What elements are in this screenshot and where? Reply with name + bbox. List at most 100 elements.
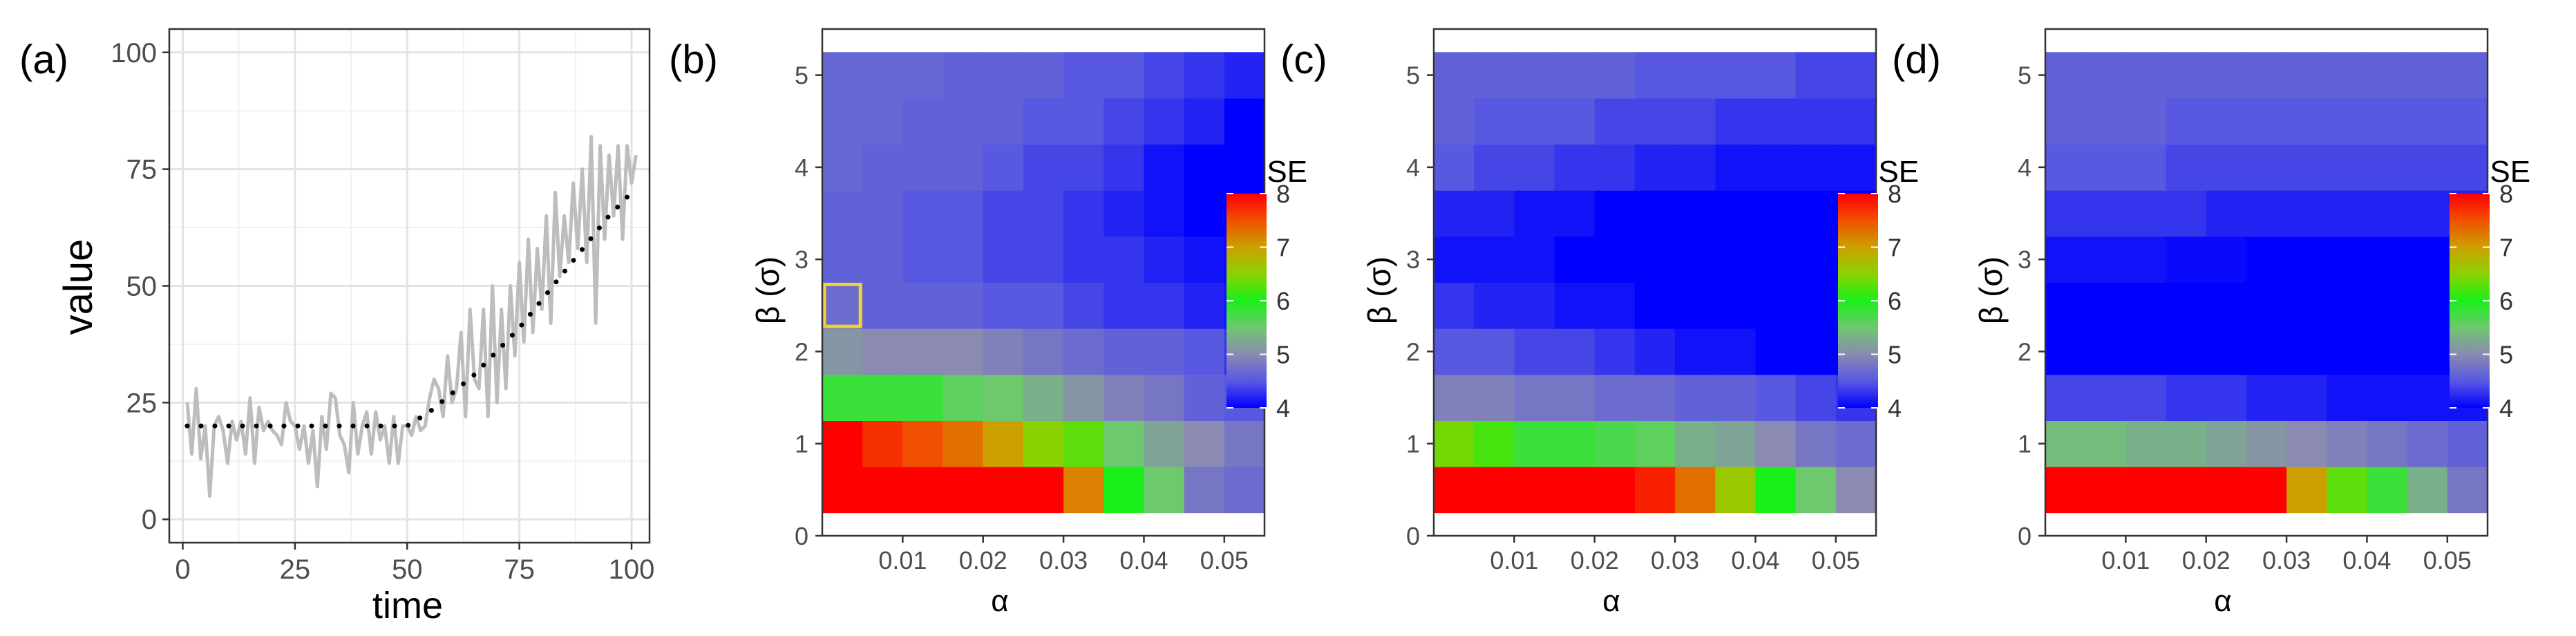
heatmap-cell (983, 98, 1024, 145)
heatmap-cell (1795, 282, 1837, 329)
heatmap-cell (2246, 328, 2287, 375)
heatmap-cell (2166, 328, 2207, 375)
heatmap-cell (822, 420, 863, 467)
heatmap-cell (2367, 98, 2408, 145)
heatmap-cell (1184, 190, 1225, 237)
heatmap-cell (1594, 420, 1636, 467)
heatmap-cell (1715, 190, 1756, 237)
heatmap-cell (1594, 98, 1636, 145)
heatmap-cell (1755, 190, 1797, 237)
heatmap-cell (1795, 236, 1837, 283)
heatmap-cell (2407, 52, 2448, 99)
heatmap-cell (2286, 236, 2327, 283)
heatmap-cell (1675, 236, 1716, 283)
x-tick-label: 0.02 (959, 546, 1007, 574)
heatmap-cell (1755, 328, 1797, 375)
y-tick-label: 2 (795, 337, 808, 366)
heatmap-cell (1634, 190, 1676, 237)
heatmap-cell (2206, 190, 2247, 237)
panel-c-label: (c) (1280, 37, 1327, 82)
colorbar-tick-label: 7 (1888, 234, 1902, 262)
heatmap-cell (2125, 52, 2167, 99)
heatmap-cell (1184, 467, 1225, 514)
heatmap-cell (2286, 420, 2327, 467)
y-tick-label: 4 (795, 153, 808, 182)
heatmap-cell (2125, 420, 2167, 467)
colorbar-tick-label: 4 (1276, 394, 1290, 422)
heatmap-cell (1835, 144, 1877, 191)
heatmap-cell (2367, 282, 2408, 329)
heatmap-cell (902, 467, 944, 514)
heatmap-cell (1434, 328, 1475, 375)
heatmap-cell (2045, 52, 2086, 99)
heatmap-cell (2206, 236, 2247, 283)
y-tick-label: 0 (795, 522, 808, 550)
heatmap-cell (1514, 190, 1555, 237)
y-tick-label: 0 (1406, 522, 1420, 550)
heatmap-cell (2045, 420, 2086, 467)
heatmap-cell (902, 144, 944, 191)
heatmap-cell (1184, 52, 1225, 99)
heatmap-cell (1755, 144, 1797, 191)
heatmap-cell (822, 52, 863, 99)
heatmap-cell (2125, 282, 2167, 329)
series-line-trend (184, 185, 638, 429)
heatmap-cell (2407, 374, 2448, 421)
heatmap-cell (1104, 374, 1145, 421)
colorbar-tick-label: 6 (2499, 287, 2513, 315)
heatmap-cell (1675, 328, 1716, 375)
panel-b-x-axis-title: α (991, 584, 1008, 618)
heatmap-cell (1104, 467, 1145, 514)
heatmap-cell (902, 328, 944, 375)
y-tick-label: 4 (2018, 153, 2032, 182)
heatmap-cell (1795, 420, 1837, 467)
x-tick-label: 0.05 (1200, 546, 1249, 574)
heatmap-cell (1715, 328, 1756, 375)
heatmap-cell (1474, 374, 1515, 421)
panel-c-x-axis-title: α (1602, 584, 1620, 618)
heatmap-cell (1715, 467, 1756, 514)
heatmap-cell (1795, 467, 1837, 514)
heatmap-cell (983, 420, 1024, 467)
heatmap-cell (902, 282, 944, 329)
heatmap-cell (1835, 420, 1877, 467)
heatmap-cell (1675, 282, 1716, 329)
panel-c-y-axis-title: β (σ) (1361, 256, 1397, 324)
heatmap-cell (1144, 420, 1185, 467)
heatmap-cell (983, 144, 1024, 191)
heatmap-cell (983, 190, 1024, 237)
panel-a-y-axis-title: value (56, 239, 101, 335)
y-tick-label: 1 (795, 430, 808, 458)
heatmap-cell (1184, 374, 1225, 421)
heatmap-cell (1224, 467, 1265, 514)
panel-c: (c) β (σ) α RMSE 0.010.020.030.040.05012… (1280, 28, 1919, 618)
heatmap-cell (1594, 190, 1636, 237)
heatmap-cell (943, 144, 984, 191)
heatmap-cell (943, 420, 984, 467)
heatmap-cell (1554, 190, 1595, 237)
heatmap-cell (2085, 52, 2126, 99)
heatmap-cell (983, 374, 1024, 421)
heatmap-cell (2085, 374, 2126, 421)
heatmap-cell (862, 467, 903, 514)
heatmap-cell (2085, 328, 2126, 375)
heatmap-cell (2085, 467, 2126, 514)
heatmap-cell (1594, 282, 1636, 329)
panel-a-plot: 0 25 50 75 100 0 25 50 75 100 (111, 28, 655, 585)
panel-d-x-axis-title: α (2214, 584, 2231, 618)
heatmap-cell (902, 374, 944, 421)
heatmap-cell (2327, 467, 2368, 514)
heatmap-cell (1835, 467, 1877, 514)
heatmap-cell (2166, 467, 2207, 514)
heatmap-cell (1023, 328, 1064, 375)
x-tick-label: 0.02 (1571, 546, 1619, 574)
heatmap-cell (1755, 98, 1797, 145)
heatmap-cell (983, 328, 1024, 375)
x-tick-label: 100 (609, 554, 655, 585)
heatmap-cell (1715, 374, 1756, 421)
heatmap-cell (1474, 467, 1515, 514)
heatmap-cell (2166, 420, 2207, 467)
heatmap-cell (2085, 98, 2126, 145)
x-tick-label: 0.03 (1651, 546, 1699, 574)
heatmap-cell (1514, 467, 1555, 514)
